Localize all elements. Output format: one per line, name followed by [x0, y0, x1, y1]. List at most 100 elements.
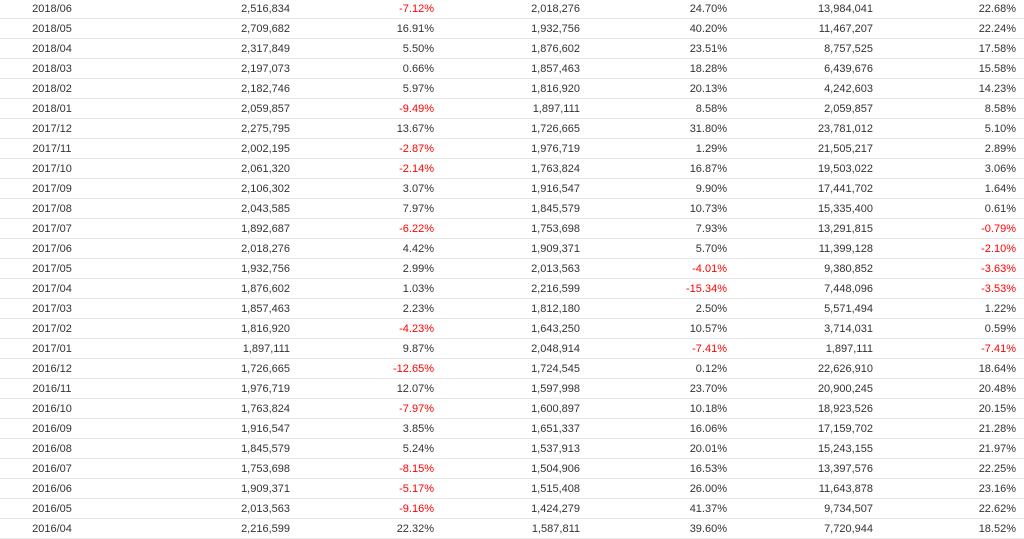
- yoy-change-cell: 23.51%: [689, 43, 727, 55]
- prev-year-value-cell: 1,724,545: [531, 363, 580, 375]
- prev-year-value-cell: 1,932,756: [531, 23, 580, 35]
- yoy-change-cell: 39.60%: [689, 523, 727, 535]
- cumulative-change-cell: 15.58%: [978, 63, 1016, 75]
- yoy-change-cell: 16.53%: [689, 463, 727, 475]
- month-cell: 2018/06: [32, 3, 72, 15]
- prev-year-value-cell: 1,597,998: [531, 383, 580, 395]
- change-cell: 0.66%: [402, 63, 434, 75]
- cumulative-value-cell: 9,734,507: [824, 503, 873, 515]
- yoy-change-cell: 41.37%: [689, 503, 727, 515]
- cumulative-change-cell: 22.25%: [978, 463, 1016, 475]
- cumulative-change-cell: 14.23%: [978, 83, 1016, 95]
- yoy-change-cell: 18.28%: [689, 63, 727, 75]
- cumulative-change-cell: 18.64%: [978, 363, 1016, 375]
- yoy-change-cell: -4.01%: [692, 263, 727, 275]
- table-row: 2017/05 1,932,756 2.99% 2,013,563 -4.01% 9,38…: [0, 259, 1024, 279]
- table-row: 2017/07 1,892,687 -6.22% 1,753,698 7.93% 13,2…: [0, 219, 1024, 239]
- yoy-change-cell: 5.70%: [695, 243, 727, 255]
- cumulative-change-cell: 21.97%: [978, 443, 1016, 455]
- cumulative-change-cell: -2.10%: [981, 243, 1016, 255]
- cumulative-value-cell: 15,335,400: [817, 203, 873, 215]
- value-cell: 2,182,746: [241, 83, 290, 95]
- cumulative-value-cell: 7,720,944: [824, 523, 873, 535]
- cumulative-value-cell: 21,505,217: [817, 143, 873, 155]
- cumulative-value-cell: 2,059,857: [824, 103, 873, 115]
- cumulative-change-cell: -7.41%: [981, 343, 1016, 355]
- value-cell: 2,043,585: [241, 203, 290, 215]
- change-cell: -5.17%: [399, 483, 434, 495]
- yoy-change-cell: -15.34%: [686, 283, 727, 295]
- change-cell: -4.23%: [399, 323, 434, 335]
- prev-year-value-cell: 1,897,111: [532, 103, 580, 115]
- table-row: 2017/09 2,106,302 3.07% 1,916,547 9.90% 17,44…: [0, 179, 1024, 199]
- change-cell: 3.85%: [402, 423, 434, 435]
- month-cell: 2017/06: [32, 243, 72, 255]
- cumulative-change-cell: 2.89%: [984, 143, 1016, 155]
- table-row: 2017/02 1,816,920 -4.23% 1,643,250 10.57% 3,7…: [0, 319, 1024, 339]
- cumulative-change-cell: 21.28%: [978, 423, 1016, 435]
- value-cell: 2,013,563: [241, 503, 290, 515]
- cumulative-value-cell: 9,380,852: [824, 263, 873, 275]
- cumulative-value-cell: 23,781,012: [817, 123, 873, 135]
- yoy-change-cell: 26.00%: [689, 483, 727, 495]
- month-cell: 2016/04: [32, 523, 72, 535]
- value-cell: 1,845,579: [241, 443, 290, 455]
- yoy-change-cell: 20.01%: [689, 443, 727, 455]
- prev-year-value-cell: 1,587,811: [531, 523, 580, 535]
- prev-year-value-cell: 1,515,408: [531, 483, 580, 495]
- value-cell: 1,876,602: [241, 283, 290, 295]
- change-cell: 1.03%: [402, 283, 434, 295]
- yoy-change-cell: 2.50%: [695, 303, 727, 315]
- month-cell: 2017/08: [32, 203, 72, 215]
- change-cell: 5.97%: [402, 83, 434, 95]
- prev-year-value-cell: 1,816,920: [531, 83, 580, 95]
- prev-year-value-cell: 1,537,913: [531, 443, 580, 455]
- table-row: 2018/05 2,709,682 16.91% 1,932,756 40.20% 11,…: [0, 19, 1024, 39]
- cumulative-change-cell: 20.15%: [978, 403, 1016, 415]
- cumulative-change-cell: 18.52%: [978, 523, 1016, 535]
- yoy-change-cell: 23.70%: [689, 383, 727, 395]
- table-row: 2017/06 2,018,276 4.42% 1,909,371 5.70% 11,39…: [0, 239, 1024, 259]
- table-row: 2018/04 2,317,849 5.50% 1,876,602 23.51% 8,75…: [0, 39, 1024, 59]
- table-row: 2017/08 2,043,585 7.97% 1,845,579 10.73% 15,3…: [0, 199, 1024, 219]
- cumulative-value-cell: 22,626,910: [817, 363, 873, 375]
- yoy-change-cell: 10.57%: [689, 323, 727, 335]
- value-cell: 1,976,719: [241, 383, 290, 395]
- value-cell: 2,317,849: [241, 43, 290, 55]
- cumulative-change-cell: 1.64%: [984, 183, 1016, 195]
- cumulative-value-cell: 13,984,041: [817, 3, 873, 15]
- table-row: 2016/06 1,909,371 -5.17% 1,515,408 26.00% 11,…: [0, 479, 1024, 499]
- change-cell: -8.15%: [399, 463, 434, 475]
- value-cell: 1,932,756: [241, 263, 290, 275]
- yoy-change-cell: 1.29%: [695, 143, 727, 155]
- value-cell: 2,018,276: [241, 243, 290, 255]
- prev-year-value-cell: 1,600,897: [531, 403, 580, 415]
- month-cell: 2016/11: [32, 383, 72, 395]
- table-row: 2018/02 2,182,746 5.97% 1,816,920 20.13% 4,24…: [0, 79, 1024, 99]
- value-cell: 2,059,857: [241, 103, 290, 115]
- cumulative-change-cell: 0.59%: [984, 323, 1016, 335]
- cumulative-value-cell: 15,243,155: [817, 443, 873, 455]
- prev-year-value-cell: 1,876,602: [531, 43, 580, 55]
- prev-year-value-cell: 2,216,599: [531, 283, 580, 295]
- cumulative-change-cell: 23.16%: [978, 483, 1016, 495]
- yoy-change-cell: 31.80%: [689, 123, 727, 135]
- month-cell: 2016/09: [32, 423, 72, 435]
- table-row: 2017/10 2,061,320 -2.14% 1,763,824 16.87% 19,…: [0, 159, 1024, 179]
- cumulative-change-cell: -3.63%: [981, 263, 1016, 275]
- month-cell: 2016/08: [32, 443, 72, 455]
- cumulative-value-cell: 8,757,525: [824, 43, 873, 55]
- value-cell: 1,897,111: [242, 343, 290, 355]
- table-row: 2016/09 1,916,547 3.85% 1,651,337 16.06% 17,1…: [0, 419, 1024, 439]
- cumulative-change-cell: 1.22%: [984, 303, 1016, 315]
- yoy-change-cell: 40.20%: [689, 23, 727, 35]
- change-cell: 3.07%: [402, 183, 434, 195]
- change-cell: 9.87%: [402, 343, 434, 355]
- yoy-change-cell: 8.58%: [695, 103, 727, 115]
- change-cell: -7.97%: [399, 403, 434, 415]
- cumulative-value-cell: 5,571,494: [824, 303, 873, 315]
- cumulative-change-cell: -0.79%: [981, 223, 1016, 235]
- table-row: 2017/11 2,002,195 -2.87% 1,976,719 1.29% 21,5…: [0, 139, 1024, 159]
- value-cell: 2,061,320: [241, 163, 290, 175]
- change-cell: -6.22%: [399, 223, 434, 235]
